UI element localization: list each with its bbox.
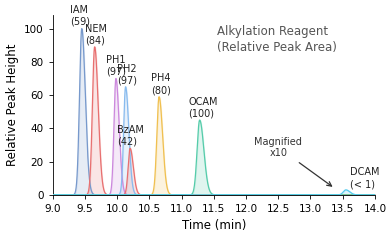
Text: OCAM
(100): OCAM (100) xyxy=(188,97,218,118)
Y-axis label: Relative Peak Height: Relative Peak Height xyxy=(5,44,18,166)
Text: Alkylation Reagent
(Relative Peak Area): Alkylation Reagent (Relative Peak Area) xyxy=(217,25,337,54)
Text: BzAM
(42): BzAM (42) xyxy=(117,125,144,147)
Text: NEM
(84): NEM (84) xyxy=(85,24,107,45)
Text: Magnified
x10: Magnified x10 xyxy=(254,137,332,186)
Text: IAM
(59): IAM (59) xyxy=(70,5,90,27)
Text: PH4
(80): PH4 (80) xyxy=(151,74,171,95)
X-axis label: Time (min): Time (min) xyxy=(181,219,246,233)
Text: PH1
(97): PH1 (97) xyxy=(106,55,126,77)
Text: PH2
(97): PH2 (97) xyxy=(117,64,137,85)
Text: DCAM
(< 1): DCAM (< 1) xyxy=(350,168,380,189)
